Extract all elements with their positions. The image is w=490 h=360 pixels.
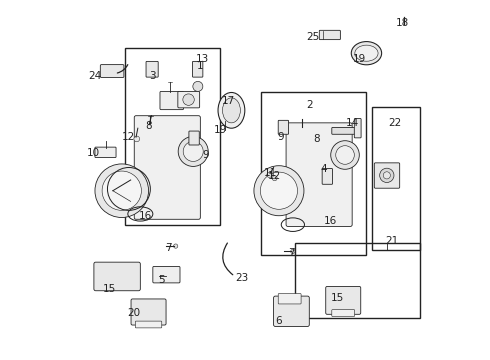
Text: 12: 12 bbox=[268, 171, 281, 181]
FancyBboxPatch shape bbox=[189, 131, 199, 145]
Circle shape bbox=[173, 244, 178, 248]
Text: 1: 1 bbox=[197, 61, 204, 71]
Text: 3: 3 bbox=[149, 71, 155, 81]
FancyBboxPatch shape bbox=[273, 296, 309, 327]
Circle shape bbox=[260, 172, 297, 209]
Text: 14: 14 bbox=[345, 118, 359, 128]
FancyBboxPatch shape bbox=[332, 310, 355, 316]
Text: 11: 11 bbox=[264, 168, 277, 178]
Text: 8: 8 bbox=[145, 121, 152, 131]
Bar bbox=[261, 93, 367, 255]
Text: 6: 6 bbox=[275, 316, 282, 326]
Circle shape bbox=[291, 249, 295, 253]
Circle shape bbox=[178, 136, 208, 166]
Circle shape bbox=[134, 136, 140, 142]
FancyBboxPatch shape bbox=[160, 91, 184, 110]
Text: 16: 16 bbox=[324, 216, 337, 226]
Text: 9: 9 bbox=[202, 150, 209, 160]
Text: 23: 23 bbox=[235, 273, 248, 283]
FancyBboxPatch shape bbox=[354, 118, 361, 138]
Circle shape bbox=[272, 176, 277, 181]
Text: 7: 7 bbox=[165, 243, 172, 253]
Ellipse shape bbox=[222, 98, 241, 123]
FancyBboxPatch shape bbox=[278, 120, 289, 134]
FancyBboxPatch shape bbox=[278, 294, 301, 304]
FancyBboxPatch shape bbox=[374, 163, 400, 188]
FancyBboxPatch shape bbox=[326, 287, 361, 314]
FancyBboxPatch shape bbox=[134, 116, 200, 219]
FancyBboxPatch shape bbox=[94, 262, 140, 291]
Circle shape bbox=[183, 141, 203, 161]
Text: 13: 13 bbox=[196, 54, 209, 64]
Text: 4: 4 bbox=[320, 164, 327, 174]
Circle shape bbox=[193, 81, 203, 91]
Circle shape bbox=[102, 171, 142, 210]
Text: 2: 2 bbox=[306, 100, 313, 110]
Text: 18: 18 bbox=[395, 18, 409, 28]
Bar bbox=[372, 107, 420, 249]
Ellipse shape bbox=[218, 93, 245, 128]
Text: 19: 19 bbox=[353, 54, 366, 64]
Text: 5: 5 bbox=[158, 275, 164, 285]
Text: 15: 15 bbox=[102, 284, 116, 294]
Circle shape bbox=[336, 146, 354, 164]
Text: 22: 22 bbox=[389, 118, 402, 128]
Ellipse shape bbox=[355, 45, 378, 61]
FancyBboxPatch shape bbox=[135, 321, 162, 328]
Circle shape bbox=[254, 166, 304, 216]
Circle shape bbox=[331, 141, 359, 169]
FancyBboxPatch shape bbox=[153, 266, 180, 283]
FancyBboxPatch shape bbox=[193, 62, 203, 77]
Text: 21: 21 bbox=[385, 236, 398, 246]
Bar bbox=[125, 48, 220, 225]
FancyBboxPatch shape bbox=[286, 123, 352, 226]
Text: 17: 17 bbox=[222, 96, 236, 107]
Circle shape bbox=[183, 94, 194, 105]
Text: 19: 19 bbox=[213, 125, 226, 135]
Ellipse shape bbox=[351, 41, 382, 65]
FancyBboxPatch shape bbox=[332, 127, 358, 134]
Text: 7: 7 bbox=[288, 248, 295, 258]
Circle shape bbox=[380, 168, 394, 183]
Circle shape bbox=[267, 172, 272, 177]
Text: 10: 10 bbox=[87, 148, 100, 158]
FancyBboxPatch shape bbox=[95, 147, 116, 157]
Text: 16: 16 bbox=[138, 211, 151, 221]
FancyBboxPatch shape bbox=[322, 168, 333, 184]
Bar bbox=[295, 243, 420, 318]
Circle shape bbox=[383, 172, 391, 179]
FancyBboxPatch shape bbox=[131, 299, 166, 325]
Text: 9: 9 bbox=[277, 132, 284, 142]
FancyBboxPatch shape bbox=[178, 91, 199, 108]
Text: 25: 25 bbox=[306, 32, 319, 42]
Text: 15: 15 bbox=[331, 293, 344, 303]
FancyBboxPatch shape bbox=[319, 30, 341, 40]
Text: 20: 20 bbox=[128, 308, 141, 318]
Text: 24: 24 bbox=[88, 71, 101, 81]
FancyBboxPatch shape bbox=[146, 62, 158, 77]
Circle shape bbox=[95, 164, 148, 217]
FancyBboxPatch shape bbox=[100, 64, 124, 77]
Text: 8: 8 bbox=[313, 134, 320, 144]
Text: 12: 12 bbox=[122, 132, 136, 142]
